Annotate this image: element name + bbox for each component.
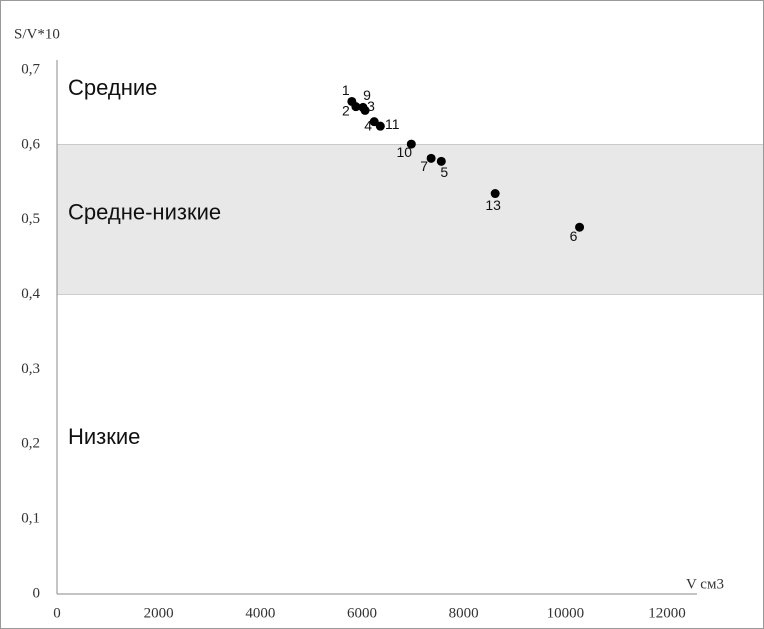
- point-label: 2: [342, 102, 350, 118]
- point: [490, 189, 500, 199]
- y-tick-label: 0,5: [21, 211, 40, 227]
- point: [575, 222, 585, 232]
- region: [57, 70, 763, 145]
- point: [406, 139, 416, 149]
- y-tick-label: 0,7: [21, 61, 40, 77]
- x-tick-label: 4000: [245, 605, 275, 621]
- point-label: 9: [363, 87, 371, 103]
- x-tick-label: 0: [53, 605, 61, 621]
- region-label: Средне-низкие: [68, 200, 221, 225]
- point-label: 1: [342, 82, 350, 98]
- point-label: 6: [570, 228, 578, 244]
- region-label: Низкие: [68, 424, 140, 449]
- point-label: 13: [485, 197, 501, 213]
- y-tick-label: 0,4: [21, 286, 40, 302]
- x-tick-label: 10000: [547, 605, 585, 621]
- point: [351, 102, 361, 112]
- x-tick-label: 12000: [648, 605, 686, 621]
- y-tick-label: 0,2: [21, 436, 40, 452]
- point-label: 10: [397, 144, 413, 160]
- region-label: Средние: [68, 75, 157, 100]
- point-label: 5: [440, 164, 448, 180]
- point-label: 3: [367, 98, 375, 114]
- x-tick-label: 6000: [347, 605, 377, 621]
- y-tick-label: 0,1: [21, 511, 40, 527]
- x-axis-label: V см3: [686, 576, 724, 592]
- point: [375, 121, 385, 131]
- x-tick-label: 2000: [144, 605, 174, 621]
- region: [57, 294, 763, 594]
- point: [436, 156, 446, 166]
- point-label: 4: [364, 117, 372, 133]
- region: [57, 144, 763, 295]
- point-label: 7: [420, 158, 428, 174]
- y-tick-label: 0,6: [21, 136, 40, 152]
- y-tick-label: 0: [33, 585, 41, 601]
- point: [360, 105, 370, 115]
- x-tick-label: 8000: [449, 605, 479, 621]
- point-label: 11: [385, 116, 400, 132]
- point: [426, 153, 436, 163]
- y-axis-label: S/V*10: [14, 26, 60, 42]
- y-tick-label: 0,3: [21, 361, 40, 377]
